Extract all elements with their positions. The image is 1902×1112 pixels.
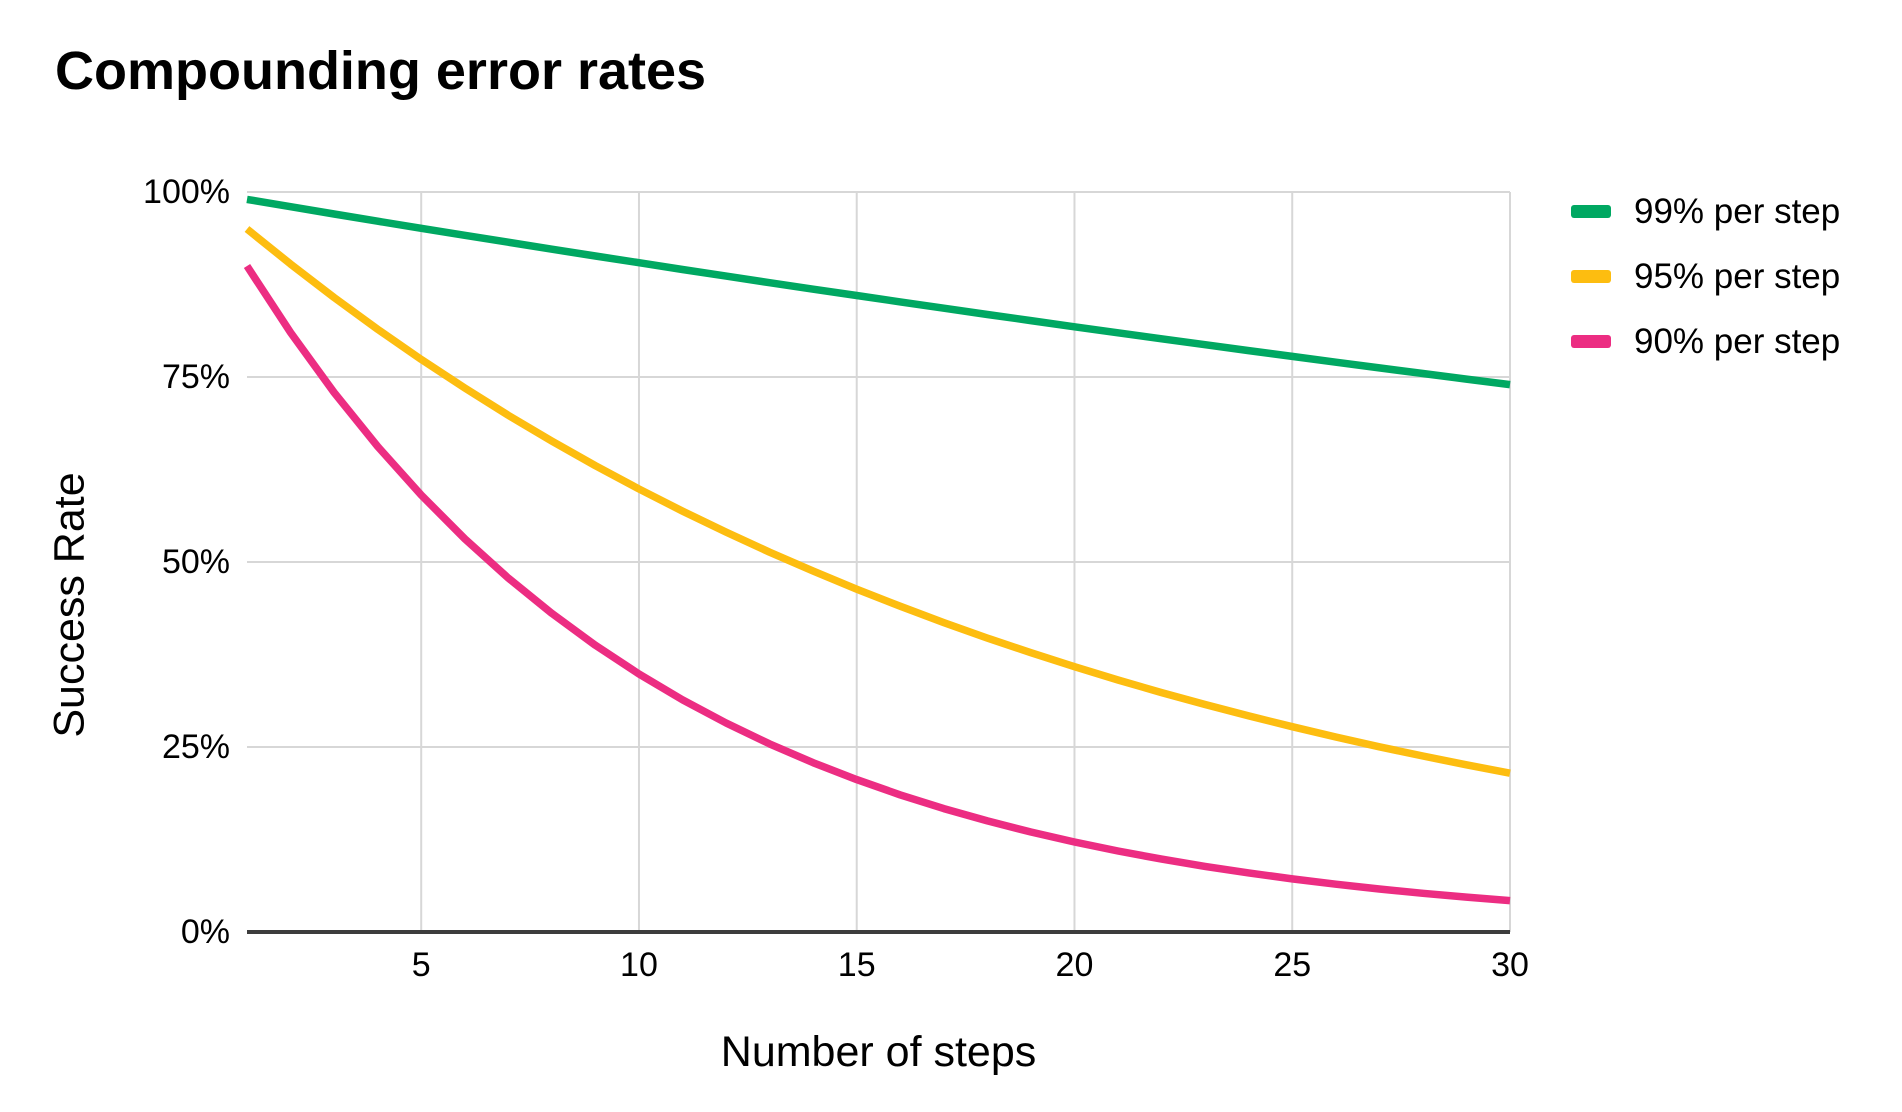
chart-title: Compounding error rates bbox=[55, 41, 707, 101]
legend-item-95-per-step: 95% per step bbox=[1571, 255, 1840, 298]
x-tick-label: 20 bbox=[1055, 946, 1094, 984]
x-tick-label: 15 bbox=[837, 946, 876, 984]
x-tick-label: 25 bbox=[1273, 946, 1312, 984]
legend: 99% per step 95% per step 90% per step bbox=[1571, 190, 1840, 385]
y-axis-title: Success Rate bbox=[45, 472, 94, 738]
y-tick-label: 75% bbox=[161, 358, 230, 396]
legend-item-90-per-step: 90% per step bbox=[1571, 320, 1840, 363]
legend-swatch-green bbox=[1571, 205, 1611, 218]
legend-item-99-per-step: 99% per step bbox=[1571, 190, 1840, 233]
series-line-99-per-step bbox=[246, 195, 1511, 389]
x-tick-label: 10 bbox=[620, 946, 658, 984]
y-tick-label: 100% bbox=[143, 173, 230, 211]
y-tick-label: 25% bbox=[161, 728, 230, 766]
y-tick-label: 0% bbox=[180, 913, 230, 951]
legend-swatch-pink bbox=[1571, 335, 1611, 348]
legend-label-99-per-step: 99% per step bbox=[1634, 191, 1841, 231]
series-line-90-per-step bbox=[243, 263, 1511, 905]
legend-label-90-per-step: 90% per step bbox=[1634, 321, 1841, 361]
x-tick-label: 30 bbox=[1491, 946, 1529, 984]
legend-label-95-per-step: 95% per step bbox=[1634, 256, 1841, 296]
y-tick-label: 50% bbox=[161, 543, 230, 581]
x-axis-title: Number of steps bbox=[720, 1028, 1037, 1076]
series-line-95-per-step bbox=[244, 226, 1511, 777]
legend-swatch-yellow bbox=[1571, 270, 1611, 283]
x-tick-label: 5 bbox=[411, 946, 431, 984]
